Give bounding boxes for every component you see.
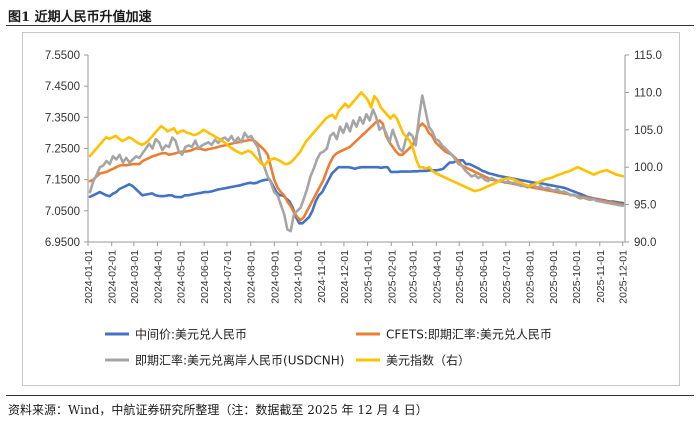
series-line: [88, 94, 625, 233]
y-left-tick-label: 7.5500: [45, 50, 80, 62]
x-tick-label: 2025-03-01: [408, 250, 420, 304]
x-tick-label: 2024-11-01: [316, 250, 328, 303]
x-tick-label: 2024-09-01: [269, 250, 281, 304]
x-tick-label: 2024-12-01: [339, 250, 351, 304]
x-tick-label: 2024-05-01: [175, 250, 187, 304]
x-tick-label: 2025-01-01: [363, 250, 375, 304]
y-right-tick-label: 105.0: [634, 125, 663, 137]
y-left-tick-label: 7.2500: [45, 144, 80, 156]
x-tick-label: 2025-04-01: [431, 250, 443, 304]
figure-title: 图1 近期人民币升值加速: [8, 10, 152, 25]
x-tick-label: 2024-08-01: [246, 250, 258, 304]
y-right-tick-label: 100.0: [634, 162, 663, 174]
x-tick-label: 2025-02-01: [386, 250, 398, 304]
x-tick-label: 2024-04-01: [153, 250, 165, 304]
x-tick-label: 2025-10-01: [571, 250, 583, 304]
legend-label: 美元指数（右）: [386, 353, 470, 368]
x-tick-label: 2024-03-01: [129, 250, 141, 304]
series-line: [88, 159, 625, 225]
y-right-tick-label: 110.0: [634, 87, 662, 99]
legend-label: 中间价:美元兑人民币: [135, 327, 247, 342]
x-tick-label: 2024-06-01: [199, 250, 211, 304]
y-left-tick-label: 7.3500: [45, 112, 80, 124]
x-tick-label: 2024-01-01: [83, 250, 95, 304]
x-tick-label: 2024-02-01: [107, 250, 119, 304]
chart-panel: [22, 32, 680, 386]
x-tick-label: 2024-10-01: [292, 250, 304, 304]
x-tick-label: 2025-12-01: [618, 250, 630, 304]
y-right-tick-label: 90.0: [634, 237, 656, 249]
x-tick-label: 2025-07-01: [501, 250, 513, 304]
y-left-tick-label: 7.0500: [45, 206, 80, 218]
x-tick-label: 2025-05-01: [454, 250, 466, 304]
source-note: 资料来源：Wind，中航证券研究所整理（注：数据截至 2025 年 12 月 4…: [8, 403, 428, 417]
bottom-rule: [6, 395, 694, 396]
series-line: [88, 91, 625, 193]
x-tick-label: 2025-06-01: [478, 250, 490, 304]
y-left-tick-label: 7.1500: [45, 175, 80, 187]
x-tick-label: 2024-07-01: [222, 250, 234, 304]
x-tick-label: 2025-09-01: [548, 250, 560, 304]
series-line: [88, 119, 625, 222]
y-right-tick-label: 115.0: [634, 50, 662, 62]
x-tick-label: 2025-11-01: [595, 250, 607, 303]
y-left-tick-label: 7.4500: [45, 81, 80, 93]
legend-label: CFETS:即期汇率:美元兑人民币: [386, 327, 552, 342]
x-tick-label: 2025-08-01: [525, 250, 537, 304]
y-left-tick-label: 6.9500: [45, 237, 80, 249]
y-right-tick-label: 95.0: [634, 200, 656, 212]
legend-label: 即期汇率:美元兑离岸人民币(USDCNH): [135, 353, 344, 368]
top-rule: [6, 25, 694, 26]
